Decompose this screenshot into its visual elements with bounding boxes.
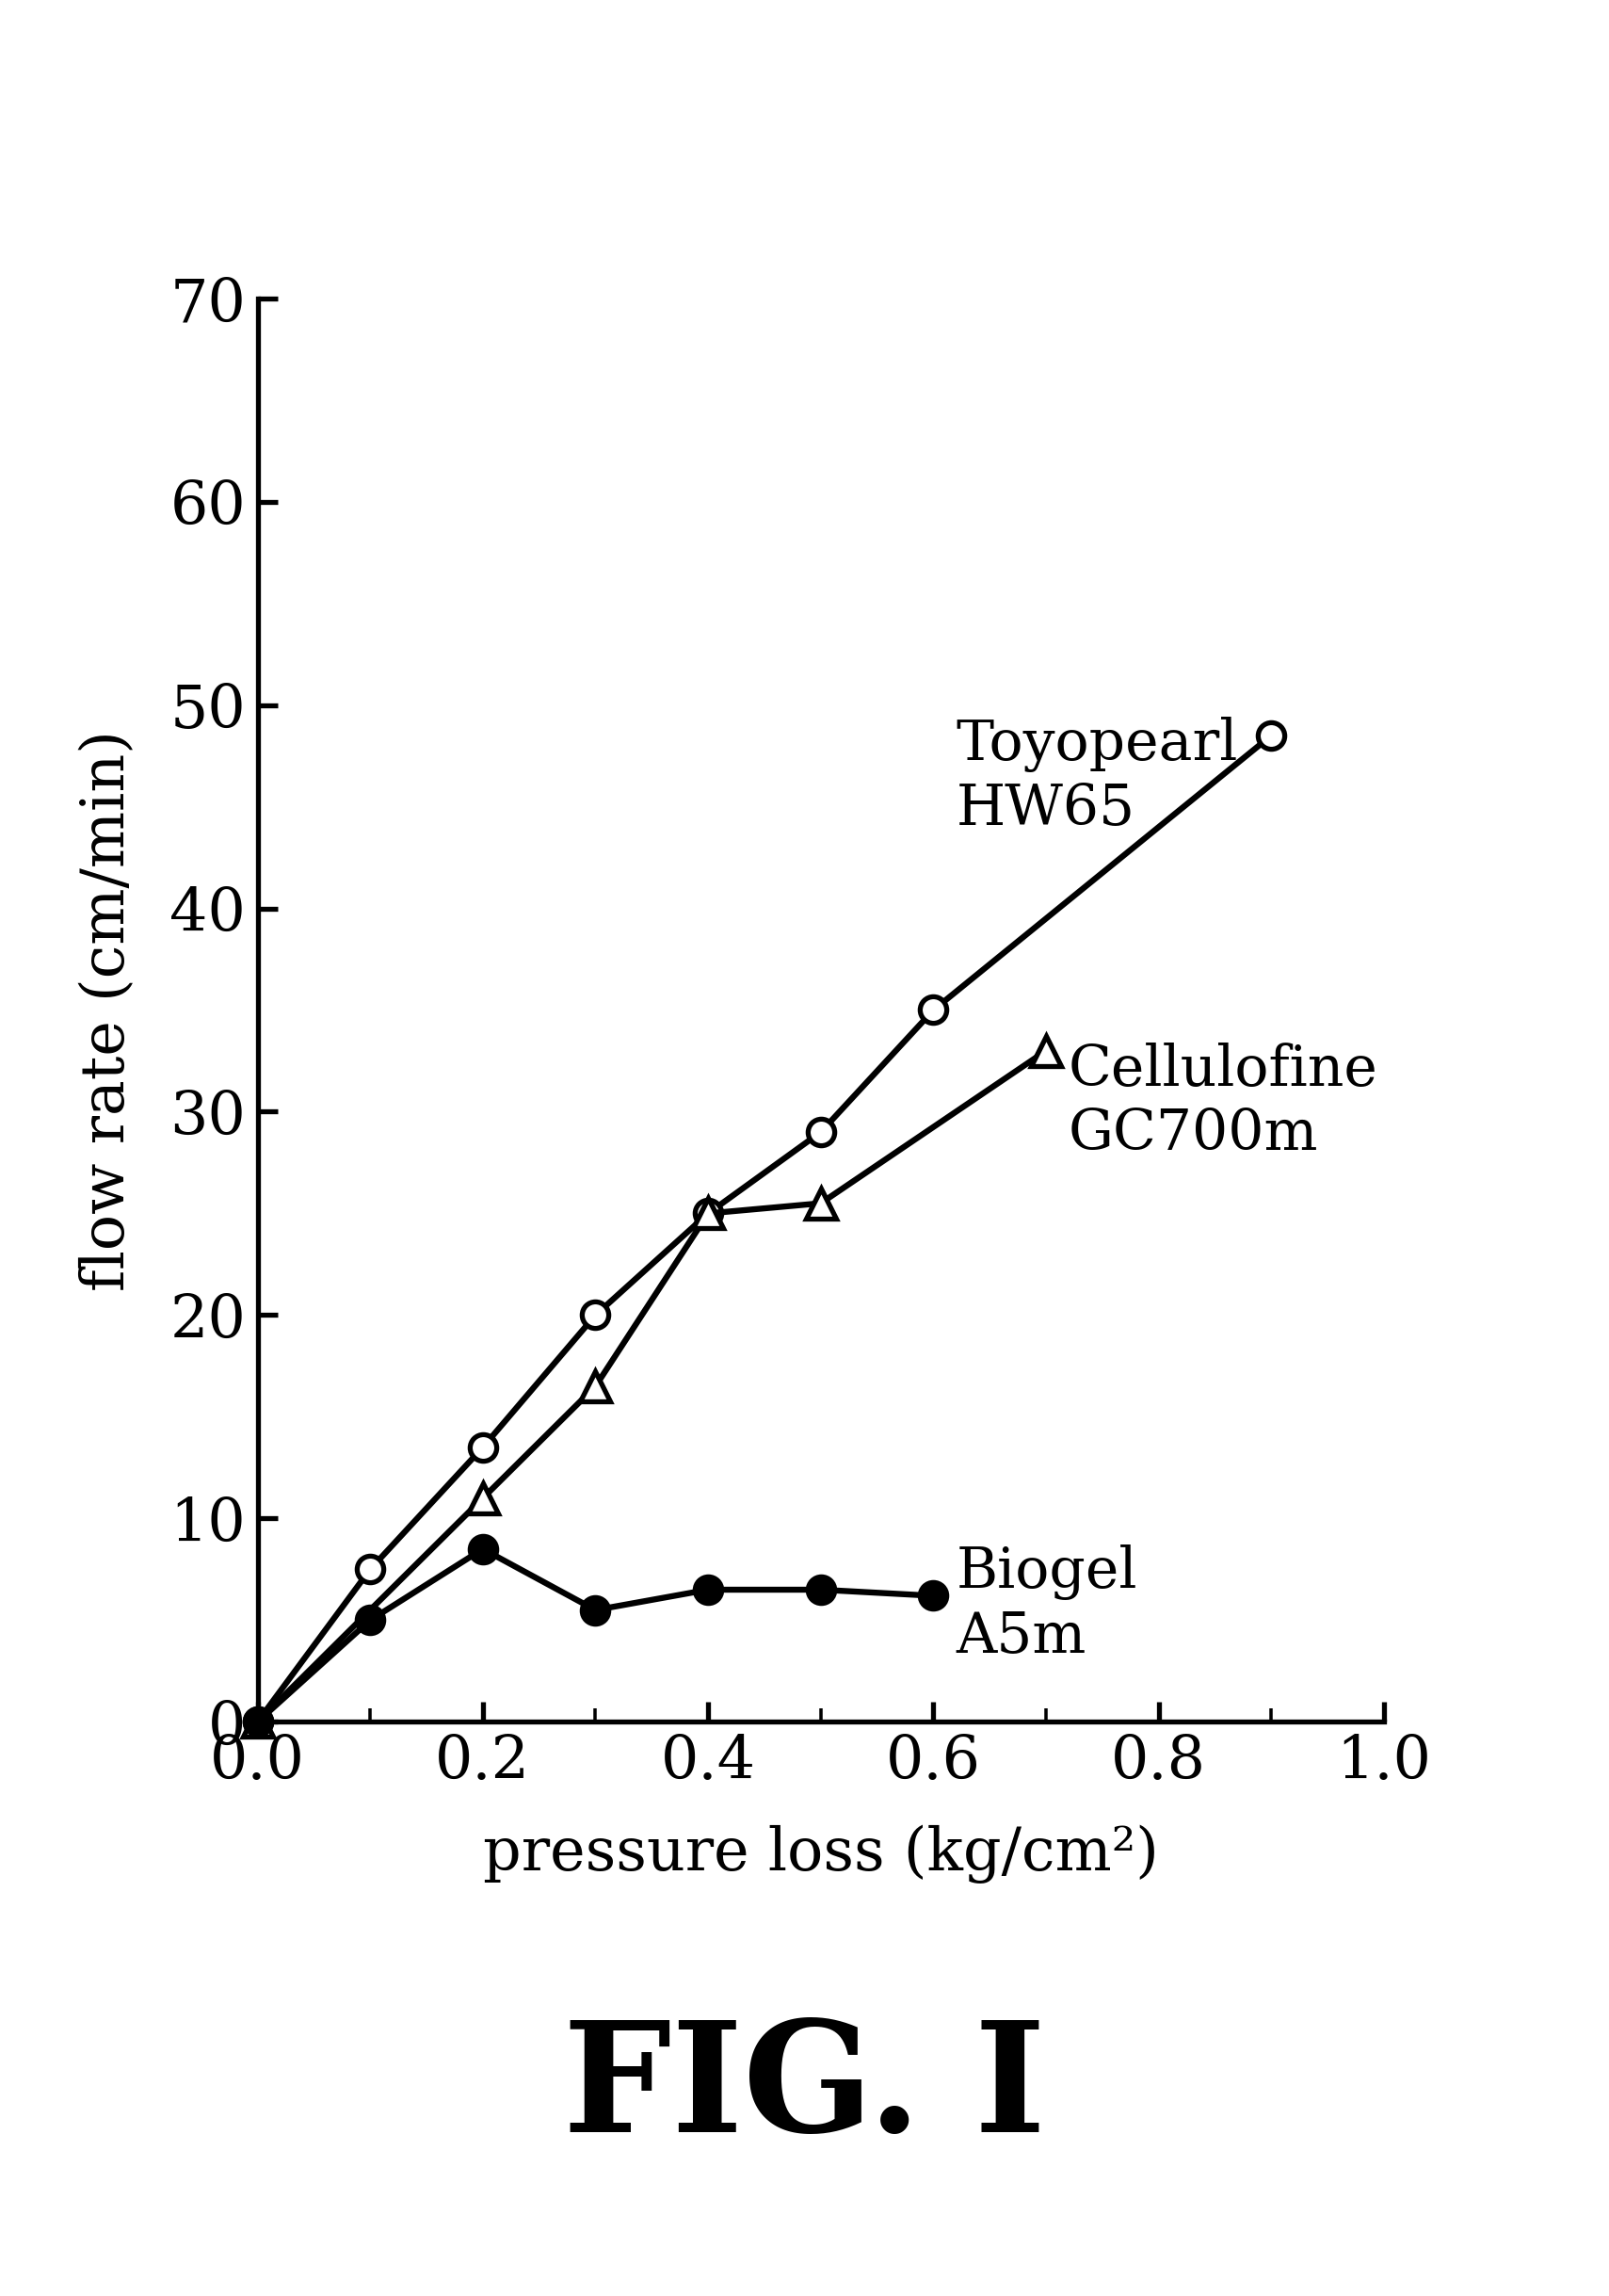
Y-axis label: flow rate (cm/min): flow rate (cm/min) (79, 730, 137, 1290)
X-axis label: pressure loss (kg/cm²): pressure loss (kg/cm²) (483, 1825, 1158, 1883)
Text: Biogel
A5m: Biogel A5m (956, 1545, 1138, 1665)
Text: FIG. I: FIG. I (563, 2016, 1046, 2163)
Text: Toyopearl
HW65: Toyopearl HW65 (956, 716, 1237, 836)
Text: Cellulofine
GC700m: Cellulofine GC700m (1068, 1042, 1377, 1162)
